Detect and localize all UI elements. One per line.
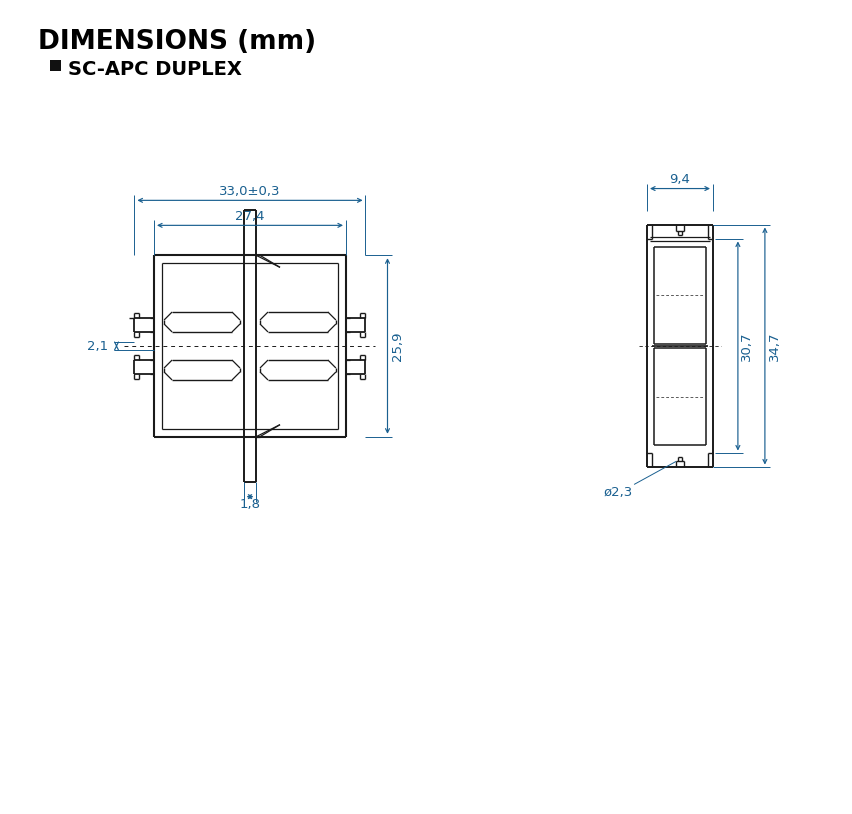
Text: DIMENSIONS (mm): DIMENSIONS (mm) (38, 29, 316, 55)
Text: 34,7: 34,7 (768, 331, 780, 361)
Bar (50, 60, 61, 71)
Text: 27,4: 27,4 (235, 210, 264, 223)
Text: 9,4: 9,4 (669, 173, 689, 186)
Text: 33,0±0,3: 33,0±0,3 (219, 185, 280, 198)
Text: 2,1: 2,1 (87, 339, 108, 352)
Text: 25,9: 25,9 (390, 331, 404, 361)
Text: 30,7: 30,7 (740, 331, 752, 361)
Text: 1,8: 1,8 (239, 498, 260, 511)
Text: SC-APC DUPLEX: SC-APC DUPLEX (68, 60, 242, 79)
Text: ø2,3: ø2,3 (602, 486, 632, 499)
